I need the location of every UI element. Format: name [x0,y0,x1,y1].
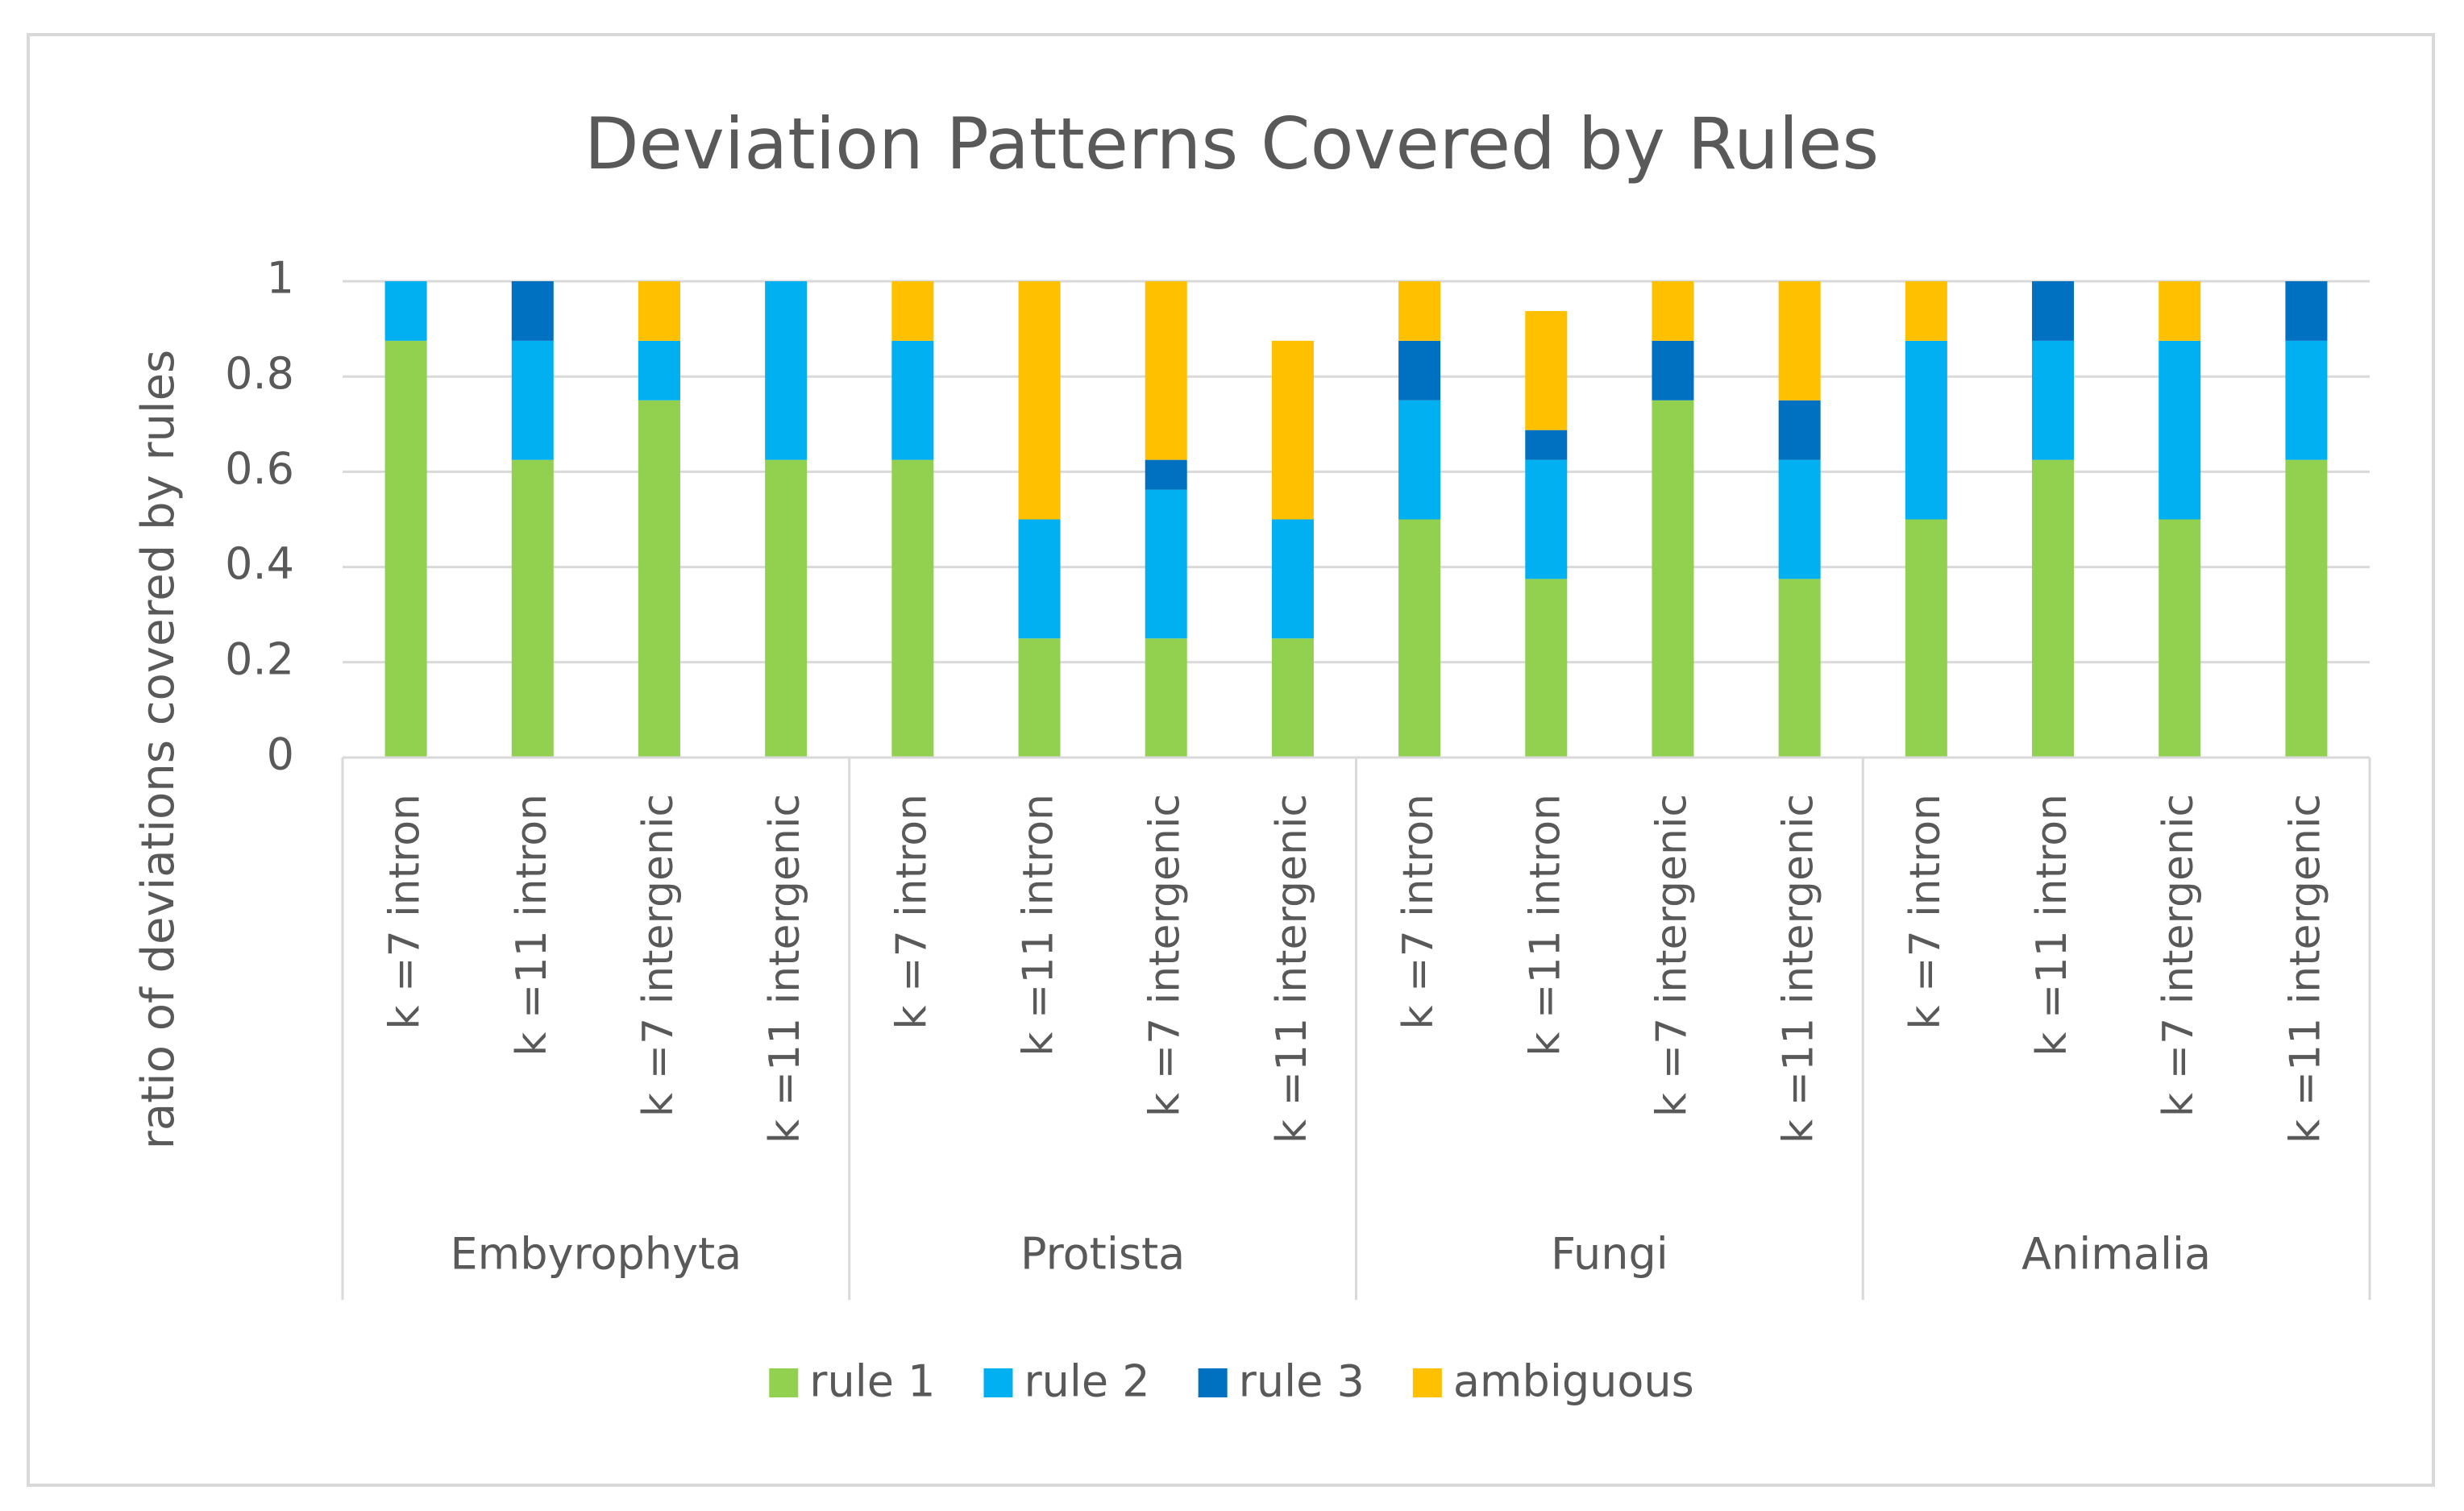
x-tick-label: k =11 intron [1521,794,1569,1056]
bar-segment [1652,281,1694,341]
x-tick-label: k =7 intergenic [1141,794,1190,1117]
x-tick-label: k =7 intron [887,794,936,1030]
bar-segment [1271,638,1314,758]
bar-segment [1145,489,1187,639]
bar-segment [2285,459,2328,758]
bar-segment [1398,400,1441,520]
bar-segment [1525,579,1568,758]
x-tick-label: k =7 intergenic [2154,794,2203,1117]
x-tick-label: k =11 intron [508,794,556,1056]
y-axis-label: ratio of deviations covered by rules [132,350,185,1149]
bar-segment [2032,340,2075,460]
bar-segment [1905,281,1947,341]
x-tick-label: k =11 intron [2028,794,2076,1056]
legend-swatch [769,1368,799,1397]
bar-segment [511,281,554,341]
y-tick-label: 0.6 [225,443,294,494]
bar-segment [2032,459,2075,758]
x-tick-label: k =11 intergenic [761,794,809,1144]
x-tick-label: k =11 intergenic [2281,794,2329,1144]
bar-segment [638,340,680,401]
bar-segment [1525,459,1568,579]
bar-segment [891,340,934,460]
bar-segment [1905,519,1947,758]
bar-segment [1525,430,1568,460]
bar-segment [1398,281,1441,341]
y-tick-label: 0.4 [225,538,294,589]
group-label: Embyrophyta [451,1229,742,1280]
legend-swatch [1412,1368,1442,1397]
x-tick-label: k =7 intron [1394,794,1443,1030]
bar-segment [1398,340,1441,401]
bar-segment [1145,459,1187,490]
bar-segment [2159,281,2201,341]
bar-segment [1398,519,1441,758]
bar-segment [1652,340,1694,401]
legend-label: ambiguous [1453,1356,1694,1407]
bar-segment [1145,638,1187,758]
x-tick-label: k =7 intron [381,794,430,1030]
bar-segment [891,459,934,758]
x-tick-label: k =7 intron [1901,794,1950,1030]
bar-segment [511,459,554,758]
y-tick-label: 1 [267,253,294,304]
bar-segment [1145,281,1187,460]
bar-segment [2159,519,2201,758]
x-tick-label: k =11 intron [1015,794,1063,1056]
group-label: Fungi [1551,1229,1668,1280]
y-tick-label: 0 [267,729,294,780]
bar-segment [891,281,934,341]
bar-segment [765,459,808,758]
bar-segment [1905,340,1947,520]
bar-segment [765,281,808,460]
x-tick-label: k =7 intergenic [634,794,683,1117]
bar-segment [2285,281,2328,341]
x-tick-label: k =11 intergenic [1268,794,1316,1144]
bar-segment [1018,519,1061,639]
group-label: Protista [1020,1229,1185,1280]
bar-segment [638,400,680,758]
bar-segment [1271,519,1314,639]
bar-segment [1778,579,1821,758]
legend-label: rule 2 [1024,1356,1149,1407]
bar-segment [1271,340,1314,520]
chart-title: Deviation Patterns Covered by Rules [584,102,1879,185]
bar-segment [384,340,427,758]
bar-segment [1018,638,1061,758]
bar-segment [1525,310,1568,430]
bar-segment [1778,459,1821,579]
legend-label: rule 1 [809,1356,935,1407]
bar-segment [384,281,427,341]
chart-border [27,33,2435,1487]
x-tick-label: k =11 intergenic [1775,794,1823,1144]
bar-segment [1018,281,1061,520]
bar-segment [1778,400,1821,460]
bar-segment [2159,340,2201,520]
group-label: Animalia [2021,1229,2211,1280]
bar-segment [1778,281,1821,401]
legend-swatch [1198,1368,1228,1397]
bar-segment [2032,281,2075,341]
y-tick-label: 0.2 [225,633,294,684]
x-tick-label: k =7 intergenic [1648,794,1696,1117]
legend-swatch [983,1368,1013,1397]
bar-segment [1652,400,1694,758]
legend-label: rule 3 [1239,1356,1365,1407]
bar-segment [638,281,680,341]
y-tick-label: 0.8 [225,348,294,399]
bar-segment [2285,340,2328,460]
bar-segment [511,340,554,460]
